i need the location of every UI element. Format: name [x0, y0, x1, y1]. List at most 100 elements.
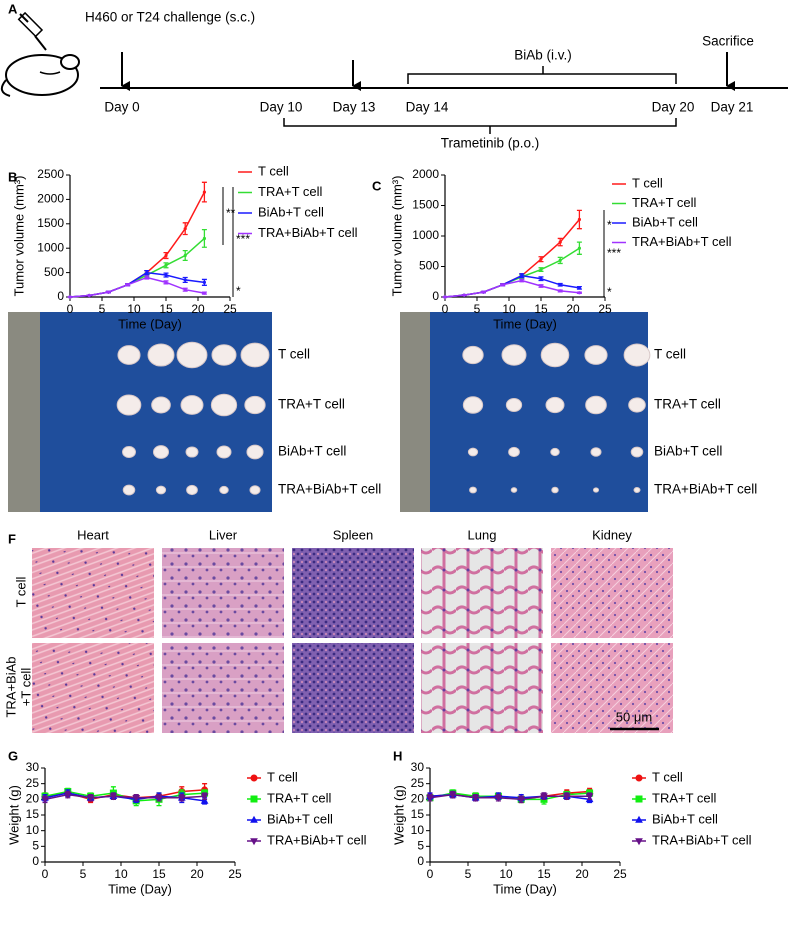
- day-label: Day 10: [260, 100, 303, 115]
- x-axis-label: Time (Day): [118, 316, 182, 331]
- x-tick-label: 5: [80, 867, 87, 881]
- y-tick-label: 5: [32, 839, 39, 853]
- marker: [494, 794, 503, 802]
- panel-label: C: [372, 178, 382, 193]
- tumor: [216, 445, 232, 459]
- y-tick-label: 2000: [412, 167, 439, 181]
- marker: [250, 838, 258, 846]
- marker: [539, 284, 543, 288]
- x-tick-label: 15: [537, 867, 551, 881]
- marker: [558, 240, 562, 244]
- event-label: BiAb (i.v.): [514, 48, 572, 63]
- x-tick-label: 10: [502, 302, 516, 316]
- histology-image: [292, 643, 414, 733]
- y-tick-label: 0: [32, 854, 39, 868]
- y-tick-label: 10: [26, 823, 40, 837]
- x-tick-label: 5: [465, 867, 472, 881]
- significance-label: ***: [607, 246, 621, 260]
- histology-image: [551, 643, 673, 733]
- marker: [448, 791, 457, 799]
- x-tick-label: 25: [228, 867, 242, 881]
- tumors: [116, 341, 651, 496]
- marker: [635, 774, 643, 782]
- legend-label: BiAb+T cell: [267, 811, 333, 826]
- legend-label: TRA+T cell: [258, 184, 323, 199]
- marker: [481, 290, 485, 294]
- x-tick-label: 15: [152, 867, 166, 881]
- group-label: TRA+BiAb+T cell: [278, 482, 381, 497]
- marker: [250, 815, 258, 823]
- x-tick-label: 25: [598, 302, 612, 316]
- tumor: [176, 341, 208, 369]
- marker: [164, 253, 168, 258]
- scale-bar-label: 50 μm: [616, 709, 652, 724]
- tumor: [180, 395, 204, 415]
- x-tick-label: 15: [534, 302, 548, 316]
- tumor: [623, 343, 651, 367]
- marker: [520, 278, 524, 283]
- tumor: [628, 397, 646, 413]
- legend-label: TRA+T cell: [632, 195, 697, 210]
- legend-label: TRA+BiAb+T cell: [258, 225, 358, 240]
- marker: [462, 293, 466, 297]
- tumor: [469, 486, 477, 494]
- marker: [41, 796, 49, 804]
- marker: [635, 795, 643, 803]
- tumor: [501, 344, 527, 366]
- marker: [106, 290, 110, 294]
- histology-image: [32, 643, 154, 733]
- day-label: Day 21: [711, 100, 754, 115]
- series-line: [429, 792, 590, 801]
- significance-label: *: [236, 284, 241, 298]
- marker: [202, 280, 206, 284]
- marker: [443, 295, 447, 299]
- marker: [164, 263, 168, 267]
- histology-grid: [32, 548, 673, 733]
- organ-label: Lung: [468, 527, 497, 542]
- tumor: [630, 446, 644, 458]
- legend-label: T cell: [258, 163, 289, 178]
- marker: [202, 236, 206, 241]
- y-axis-label: Tumor volume (mm³): [11, 176, 26, 297]
- day-label: Day 20: [652, 100, 695, 115]
- histology-image: [421, 643, 543, 733]
- x-tick-label: 15: [159, 302, 173, 316]
- tumor: [550, 447, 560, 457]
- marker: [635, 838, 643, 846]
- legend-label: TRA+T cell: [652, 790, 717, 805]
- tumor: [551, 486, 559, 494]
- panel-label: A: [8, 1, 18, 16]
- day-label: Day 13: [333, 100, 376, 115]
- group-label: TRA+BiAb+T cell: [654, 482, 757, 497]
- tumor: [122, 445, 136, 459]
- y-tick-label: 5: [417, 839, 424, 853]
- y-axis-label: Tumor volume (mm³): [389, 176, 404, 297]
- tumor: [510, 487, 518, 493]
- marker: [558, 258, 562, 262]
- tumor: [590, 447, 602, 457]
- legend-label: TRA+BiAb+T cell: [267, 832, 367, 847]
- marker: [577, 217, 582, 222]
- y-tick-label: 15: [26, 807, 40, 821]
- tumor: [155, 485, 167, 495]
- y-tick-label: 2000: [37, 192, 64, 206]
- group-label: T cell: [654, 347, 686, 362]
- y-axis-label: Weight (g): [6, 785, 21, 845]
- x-tick-label: 0: [442, 302, 449, 316]
- row-label: T cell: [13, 576, 28, 607]
- y-tick-label: 25: [26, 776, 40, 790]
- marker: [520, 274, 524, 278]
- tumor: [462, 396, 484, 414]
- tumor: [508, 446, 520, 458]
- marker: [126, 283, 130, 287]
- marker: [635, 815, 643, 823]
- legend-label: BiAb+T cell: [652, 811, 718, 826]
- legend-label: BiAb+T cell: [258, 204, 324, 219]
- x-tick-label: 25: [613, 867, 627, 881]
- x-tick-label: 0: [42, 867, 49, 881]
- marker: [471, 794, 480, 802]
- x-tick-label: 20: [575, 867, 589, 881]
- panel-label: F: [8, 531, 16, 546]
- tumor: [240, 342, 270, 368]
